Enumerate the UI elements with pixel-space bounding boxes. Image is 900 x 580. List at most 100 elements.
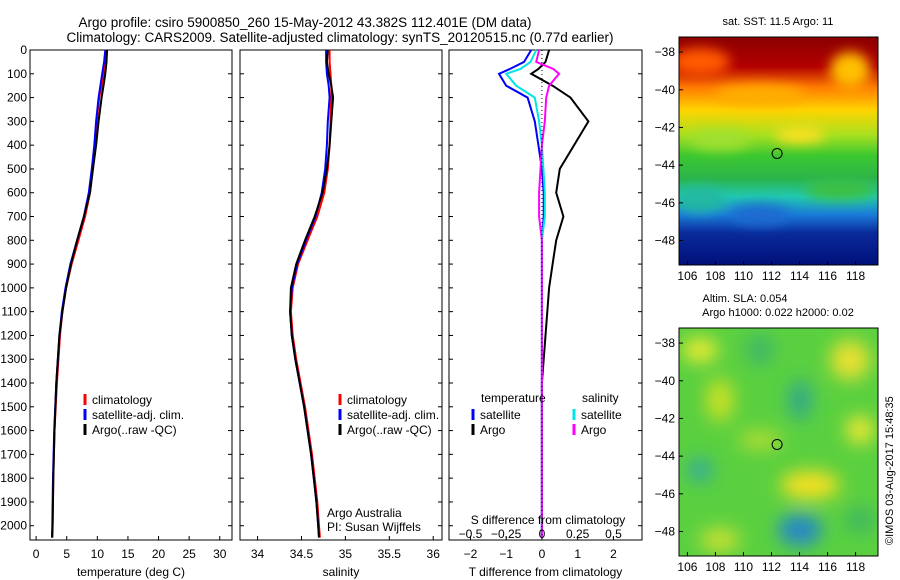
difference-profile-xtick-label: −2 [464, 547, 478, 561]
difference-profile-xtick-label: 1 [574, 547, 581, 561]
salinity-profile-xlabel: salinity [323, 565, 360, 579]
imos-watermark: ©IMOS 03-Aug-2017 15:48:35 [884, 396, 896, 545]
depth-tick-label: 800 [7, 233, 27, 247]
sla-map-ytick-label: −42 [655, 411, 676, 425]
temperature-profile-xtick-label: 30 [213, 547, 227, 561]
depth-tick-label: 1800 [0, 471, 27, 485]
temperature-profile-xlabel: temperature (deg C) [77, 565, 185, 579]
sst-map-xtick-label: 112 [762, 269, 781, 283]
sst-map-ytick-label: −38 [655, 45, 676, 59]
depth-tick-label: 1000 [0, 281, 27, 295]
figure-title-line2: Climatology: CARS2009. Satellite-adjuste… [66, 30, 613, 45]
salinity-diff-tick-label: 0.25 [566, 527, 590, 541]
sla-map-xtick-label: 112 [762, 560, 781, 574]
legend-label: satellite-adj. clim. [92, 408, 184, 422]
sla-argo-location-marker [771, 438, 783, 450]
salinity-diff-tick-label: 0.5 [605, 527, 622, 541]
legend-label: climatology [347, 393, 407, 407]
depth-tick-label: 400 [7, 138, 27, 152]
difference-profile-series-temperature-satellite [497, 49, 545, 538]
sla-map-xtick-label: 114 [790, 560, 809, 574]
legend-label: Argo [581, 423, 607, 437]
depth-tick-label: 200 [7, 91, 27, 105]
depth-tick-label: 1300 [0, 352, 27, 366]
salinity-diff-axis-label: S difference from climatology [471, 513, 626, 527]
sst-argo-location-marker [771, 147, 783, 159]
sla-map-xtick-label: 108 [705, 560, 725, 574]
sst-map-title: sat. SST: 11.5 Argo: 11 [723, 16, 834, 28]
difference-profile-xtick-label: 0 [539, 547, 546, 561]
sla-map-frame [678, 327, 879, 557]
sla-map-axes: 106 108 110 112 114 116 118 −38 −40 −42 −44 −46 −48 [655, 336, 866, 574]
sla-map-ytick-label: −38 [655, 336, 676, 350]
depth-tick-label: 900 [7, 257, 27, 271]
salinity-diff-tick-label: −0.25 [491, 527, 522, 541]
sst-map-xtick-label: 118 [846, 269, 865, 283]
sla-map-ytick-label: −48 [655, 525, 676, 539]
depth-tick-label: 1900 [0, 495, 27, 509]
depth-tick-label: 700 [7, 210, 27, 224]
sst-map-xtick-label: 108 [705, 269, 725, 283]
sst-map-ytick-label: −42 [655, 120, 676, 134]
sst-map-xtick-label: 114 [790, 269, 809, 283]
sla-map-xtick-label: 116 [818, 560, 837, 574]
salinity-diff-tick-label: −0.5 [459, 527, 483, 541]
temperature-profile-xtick-label: 20 [152, 547, 166, 561]
legend-label: satellite [581, 408, 622, 422]
legend-label: Argo [480, 423, 506, 437]
temperature-panel: 0100200300400500600700800900100011001200… [0, 43, 233, 579]
sst-map-ytick-label: −44 [655, 158, 676, 172]
temperature-profile-frame [29, 49, 233, 541]
sla-map-xtick-label: 110 [734, 560, 753, 574]
salinity-profile-xtick-label: 35.5 [378, 547, 402, 561]
difference-profile-xlabel: T difference from climatology [469, 565, 623, 579]
temperature-profile-xtick-label: 0 [33, 547, 40, 561]
depth-tick-label: 1400 [0, 376, 27, 390]
salinity-profile-xtick-label: 34 [251, 547, 265, 561]
temperature-profile-xtick-label: 5 [63, 547, 70, 561]
depth-tick-label: 300 [7, 114, 27, 128]
depth-tick-label: 0 [20, 43, 27, 57]
sla-map-subtitle: Argo h1000: 0.022 h2000: 0.02 [702, 307, 854, 319]
difference-profile-xtick-label: 2 [610, 547, 617, 561]
temperature-profile-xtick-label: 10 [91, 547, 105, 561]
temperature-profile-xtick-label: 15 [121, 547, 135, 561]
sla-map-ytick-label: −40 [655, 374, 676, 388]
sla-map-xtick-label: 118 [846, 560, 865, 574]
sla-map-ytick-label: −46 [655, 487, 676, 501]
figure-title-line1: Argo profile: csiro 5900850_260 15-May-2… [78, 15, 531, 30]
difference-profile-series-salinity-satellite [504, 49, 546, 538]
difference-profile-xtick-label: −1 [499, 547, 513, 561]
depth-tick-label: 1100 [1, 305, 27, 319]
legend-label: satellite-adj. clim. [347, 408, 439, 422]
legend-salinity-header: salinity [582, 391, 619, 405]
depth-tick-label: 2000 [0, 519, 27, 533]
salinity-diff-tick-label: 0 [539, 527, 546, 541]
sst-map-image [679, 37, 878, 265]
salinity-profile-xtick-label: 35 [339, 547, 353, 561]
salinity-profile-series-climatology [289, 50, 333, 538]
sst-map-ytick-label: −46 [655, 196, 676, 210]
legend-label: climatology [92, 393, 152, 407]
depth-tick-label: 1200 [0, 328, 27, 342]
pi-annotation: PI: Susan Wijffels [327, 520, 421, 534]
salinity-profile-frame [239, 49, 443, 541]
legend-label: Argo(..raw -QC) [347, 423, 432, 437]
difference-profile-frame [448, 49, 643, 541]
temperature-profile-xtick-label: 25 [182, 547, 196, 561]
salinity-profile-xtick-label: 36 [427, 547, 441, 561]
salinity-profile-series-satellite-adj-clim- [289, 50, 331, 538]
salinity-profile-series-argo-raw-qc- [289, 49, 335, 538]
depth-tick-label: 1600 [0, 424, 27, 438]
sst-map-ytick-label: −40 [655, 83, 676, 97]
depth-tick-label: 1500 [0, 400, 27, 414]
legend-label: satellite [480, 408, 521, 422]
depth-tick-label: 500 [7, 162, 27, 176]
sst-map-xtick-label: 106 [677, 269, 697, 283]
sst-map-xtick-label: 116 [818, 269, 837, 283]
sla-map-xtick-label: 106 [677, 560, 697, 574]
sst-map-xtick-label: 110 [734, 269, 753, 283]
salinity-panel: 34 34.5 35 35.5 36 salinity climatologysatelli… [239, 49, 443, 579]
depth-tick-label: 600 [7, 186, 27, 200]
